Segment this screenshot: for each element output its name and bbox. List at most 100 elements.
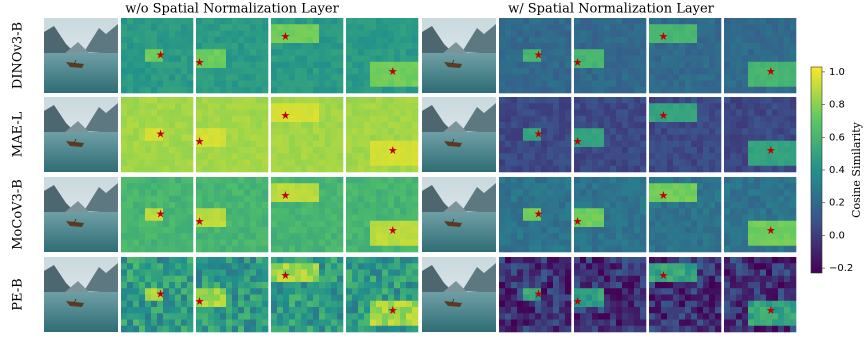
heatmap-cell: [181, 263, 187, 270]
heatmap-cell: [313, 263, 319, 270]
heatmap-cell: [133, 43, 139, 50]
heatmap-cell: [709, 202, 715, 209]
heatmap-cell: [697, 313, 703, 320]
heatmap-cell: [139, 81, 145, 88]
heatmap-cell: [541, 141, 547, 148]
heatmap-cell: [346, 116, 352, 123]
heatmap-cell: [295, 320, 301, 327]
heatmap-cell: [364, 103, 370, 110]
heatmap-cell: [649, 110, 655, 117]
heatmap-cell: [244, 68, 250, 75]
heatmap-cell: [301, 221, 307, 228]
heatmap-cell: [382, 183, 388, 190]
heatmap-cell: [574, 183, 580, 190]
heatmap-cell: [127, 276, 133, 283]
heatmap-cell: [364, 233, 370, 240]
heatmap-cell: [358, 276, 364, 283]
heatmap-cell: [754, 202, 760, 209]
heatmap-cell: [703, 122, 709, 129]
heatmap-cell: [145, 49, 151, 56]
heatmap-cell: [238, 68, 244, 75]
heatmap-cell: [634, 196, 640, 203]
heatmap-cell: [661, 215, 667, 222]
heatmap-cell: [289, 202, 295, 209]
heatmap-cell: [145, 282, 151, 289]
heatmap-cell: [748, 87, 754, 94]
heatmap-cell: [358, 326, 364, 333]
heatmap-cell: [196, 313, 202, 320]
heatmap-cell: [778, 37, 784, 44]
heatmap-cell: [121, 183, 127, 190]
heatmap-cell: [748, 208, 754, 215]
heatmap-cell: [604, 62, 610, 69]
heatmap-cell: [535, 320, 541, 327]
heatmap-cell: [772, 263, 778, 270]
heatmap-cell: [262, 233, 268, 240]
heatmap-cell: [394, 282, 400, 289]
heatmap-cell: [517, 208, 523, 215]
heatmap-cell: [748, 276, 754, 283]
heatmap-cell: [748, 320, 754, 327]
heatmap-cell: [208, 276, 214, 283]
heatmap-cell: [724, 270, 730, 277]
heatmap-cell: [271, 313, 277, 320]
heatmap-cell: [730, 110, 736, 117]
heatmap-cell: [655, 307, 661, 314]
heatmap-cell: [238, 74, 244, 81]
heatmap-cell: [598, 202, 604, 209]
heatmap-cell: [667, 301, 673, 308]
heatmap-cell: [346, 49, 352, 56]
heatmap-cell: [616, 320, 622, 327]
heatmap-cell: [697, 87, 703, 94]
heatmap-cell: [121, 227, 127, 234]
heatmap-cell: [649, 87, 655, 94]
heatmap-cell: [181, 103, 187, 110]
heatmap-cell: [370, 326, 376, 333]
heatmap-cell: [370, 31, 376, 38]
heatmap-cell: [559, 282, 565, 289]
heatmap-cell: [679, 62, 685, 69]
heatmap-cell: [574, 202, 580, 209]
heatmap-cell: [400, 177, 406, 184]
heatmap-cell: [175, 202, 181, 209]
heatmap-cell: [772, 81, 778, 88]
heatmap-cell: [370, 128, 376, 135]
heatmap-cell: [610, 288, 616, 295]
heatmap-cell: [784, 87, 790, 94]
heatmap-cell: [586, 160, 592, 167]
heatmap-cell: [736, 160, 742, 167]
heatmap-cell: [703, 110, 709, 117]
heatmap-cell: [337, 116, 343, 123]
heatmap-cell: [208, 313, 214, 320]
heatmap-cell: [748, 18, 754, 25]
heatmap-cell: [730, 295, 736, 302]
heatmap-cell: [772, 288, 778, 295]
heatmap-cell: [715, 68, 721, 75]
heatmap-cell: [661, 166, 667, 173]
heatmap-cell: [250, 128, 256, 135]
heatmap-cell: [574, 282, 580, 289]
heatmap-cell: [559, 166, 565, 173]
heatmap-cell: [565, 276, 571, 283]
heatmap-cell: [610, 202, 616, 209]
heatmap-cell: [394, 18, 400, 25]
heatmap-cell: [655, 135, 661, 142]
heatmap-cell: [352, 153, 358, 160]
heatmap-cell: [673, 141, 679, 148]
heatmap-cell: [394, 270, 400, 277]
heatmap-cell: [529, 196, 535, 203]
heatmap-cell: [523, 31, 529, 38]
heatmap-cell: [337, 263, 343, 270]
heatmap-cell: [703, 141, 709, 148]
heatmap-cell: [400, 37, 406, 44]
heatmap-cell: [610, 282, 616, 289]
query-star: ★: [156, 49, 166, 62]
heatmap-cell: [604, 135, 610, 142]
heatmap-cell: [169, 62, 175, 69]
heatmap-cell: [319, 282, 325, 289]
heatmap-cell: [256, 202, 262, 209]
heatmap-cell: [586, 183, 592, 190]
heatmap-cell: [157, 166, 163, 173]
heatmap-cell: [586, 110, 592, 117]
heatmap-cell: [289, 307, 295, 314]
